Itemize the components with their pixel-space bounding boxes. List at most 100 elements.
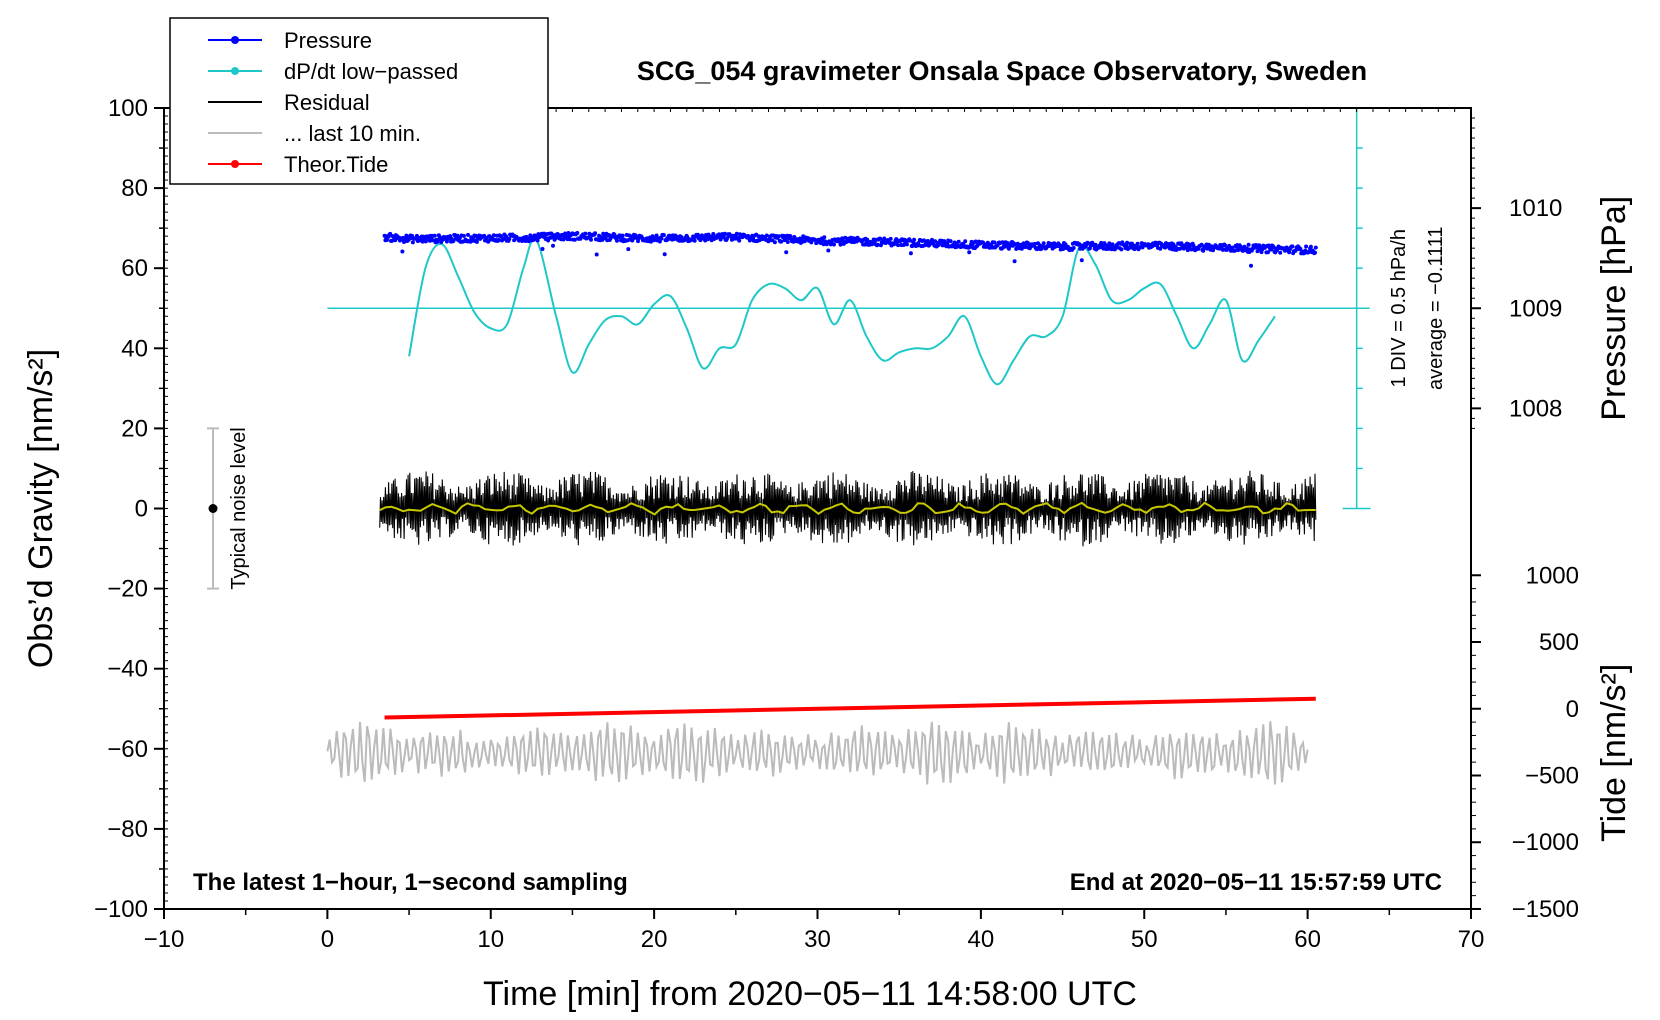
pressure-point	[448, 234, 453, 239]
pressure-point	[1125, 240, 1130, 245]
y-tick-label: 60	[121, 255, 148, 282]
pressure-point	[393, 238, 398, 243]
pressure-point	[904, 242, 909, 247]
x-tick-label: 20	[641, 926, 668, 953]
theor-tide-line	[384, 696, 1316, 720]
pressure-point	[981, 240, 985, 245]
pressure-point	[461, 233, 466, 238]
pressure-point	[531, 237, 536, 242]
pressure-point	[875, 242, 880, 247]
pressure-point	[535, 238, 540, 243]
pressure-point	[700, 233, 704, 238]
pressure-point	[615, 238, 619, 243]
pressure-point	[575, 231, 580, 235]
pressure-point	[1005, 241, 1010, 245]
y-tick-label: −100	[94, 896, 148, 923]
legend-entry-label: ... last 10 min.	[284, 121, 421, 146]
pressure-point	[474, 239, 479, 244]
tide-tick-label: −1000	[1512, 829, 1579, 856]
pressure-tick-label: 1009	[1509, 295, 1562, 322]
x-tick-label: 60	[1294, 926, 1321, 953]
y-tick-label: −60	[107, 736, 148, 763]
pressure-point	[992, 240, 997, 245]
pressure-tick-label: 1010	[1509, 195, 1562, 222]
pressure-point	[636, 239, 640, 244]
pressure-point	[1012, 259, 1017, 264]
pressure-point	[1110, 242, 1115, 247]
pressure-point	[1191, 243, 1196, 248]
tide-tick-label: 0	[1566, 696, 1579, 723]
legend: Pressure dP/dt low−passed Residual ... last…	[169, 17, 549, 185]
pressure-point	[1223, 243, 1228, 248]
pressure-point	[772, 240, 777, 245]
pressure-point	[1266, 250, 1270, 255]
pressure-point	[1278, 250, 1283, 255]
pressure-point	[956, 239, 961, 244]
pressure-point	[1239, 245, 1244, 250]
dpdt-average-label: average = −0.1111	[1425, 227, 1447, 390]
pressure-point	[832, 242, 836, 247]
pressure-point	[1079, 258, 1084, 263]
pressure-point	[400, 249, 405, 254]
pressure-point	[626, 247, 631, 252]
pressure-point	[589, 237, 593, 242]
pressure-point	[649, 239, 653, 244]
pressure-point	[908, 238, 913, 243]
pressure-point	[908, 251, 913, 256]
pressure-point	[1158, 246, 1163, 251]
pressure-point	[1255, 249, 1260, 254]
pressure-point	[963, 239, 968, 244]
legend-swatch-marker	[231, 67, 239, 75]
pressure-point	[725, 236, 730, 241]
pressure-point	[1199, 242, 1204, 247]
dpdt-scale-label: 1 DIV = 0.5 hPa/h	[1388, 229, 1410, 387]
x-tick-label: 70	[1458, 926, 1485, 953]
pressure-point	[1086, 241, 1091, 246]
pressure-point	[551, 243, 555, 248]
pressure-point	[1032, 241, 1037, 246]
pressure-point	[432, 233, 437, 238]
pressure-point	[496, 237, 501, 242]
pressure-point	[882, 236, 887, 241]
pressure-point	[1313, 250, 1317, 255]
pressure-point	[451, 239, 456, 243]
pressure-point	[1185, 248, 1190, 253]
pressure-point	[661, 233, 666, 238]
x-tick-label: 0	[321, 926, 334, 953]
pressure-point	[826, 248, 831, 253]
pressure-point	[666, 237, 670, 242]
x-tick-label: 40	[968, 926, 995, 953]
pressure-point	[888, 236, 893, 241]
tide-tick-label: 500	[1539, 629, 1579, 656]
pressure-point	[593, 231, 598, 236]
y-tick-label: 20	[121, 415, 148, 442]
footer-left-note: The latest 1−hour, 1−second sampling	[193, 869, 628, 896]
pressure-point	[784, 250, 789, 255]
pressure-point	[657, 239, 662, 244]
noise-center-dot	[208, 504, 218, 513]
last-10-min-trace	[326, 721, 1309, 785]
pressure-point	[466, 232, 470, 237]
dpdt-lowpassed-line	[408, 237, 1276, 386]
legend-swatch-marker	[231, 36, 239, 44]
pressure-point	[1071, 246, 1076, 250]
pressure-point	[620, 233, 625, 238]
pressure-point	[1308, 244, 1313, 249]
pressure-point	[948, 239, 953, 244]
pressure-point	[1041, 241, 1046, 246]
pressure-point	[1014, 246, 1019, 251]
series-layer: 1 DIV = 0.5 hPa/h average = −0.1111	[326, 107, 1447, 785]
pressure-point	[526, 239, 531, 244]
legend-entry-label: dP/dt low−passed	[284, 59, 458, 84]
pressure-point	[385, 238, 389, 242]
chart-title: SCG_054 gravimeter Onsala Space Observat…	[637, 56, 1367, 86]
pressure-point	[662, 252, 667, 257]
x-axis-title: Time [min] from 2020−05−11 14:58:00 UTC	[483, 975, 1137, 1013]
pressure-point	[781, 233, 786, 238]
pressure-point	[594, 252, 599, 257]
pressure-point	[692, 238, 697, 243]
tide-axis-title: Tide [nm/s²]	[1595, 664, 1633, 842]
legend-swatch-marker	[231, 160, 239, 168]
pressure-point	[1246, 242, 1251, 247]
y-tick-label: 80	[121, 175, 148, 202]
